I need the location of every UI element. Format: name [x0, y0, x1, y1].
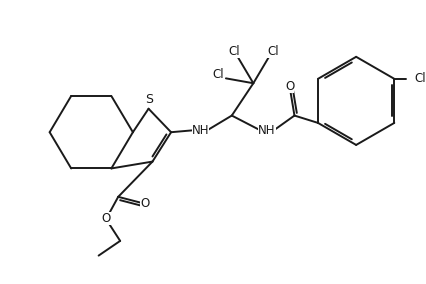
Text: NH: NH: [258, 124, 276, 137]
Text: Cl: Cl: [414, 72, 426, 85]
Text: Cl: Cl: [228, 45, 239, 59]
Text: Cl: Cl: [212, 68, 224, 81]
Text: O: O: [102, 212, 111, 225]
Text: O: O: [285, 80, 294, 93]
Text: S: S: [146, 93, 153, 106]
Text: Cl: Cl: [267, 45, 279, 59]
Text: NH: NH: [192, 124, 209, 137]
Text: O: O: [140, 197, 149, 210]
